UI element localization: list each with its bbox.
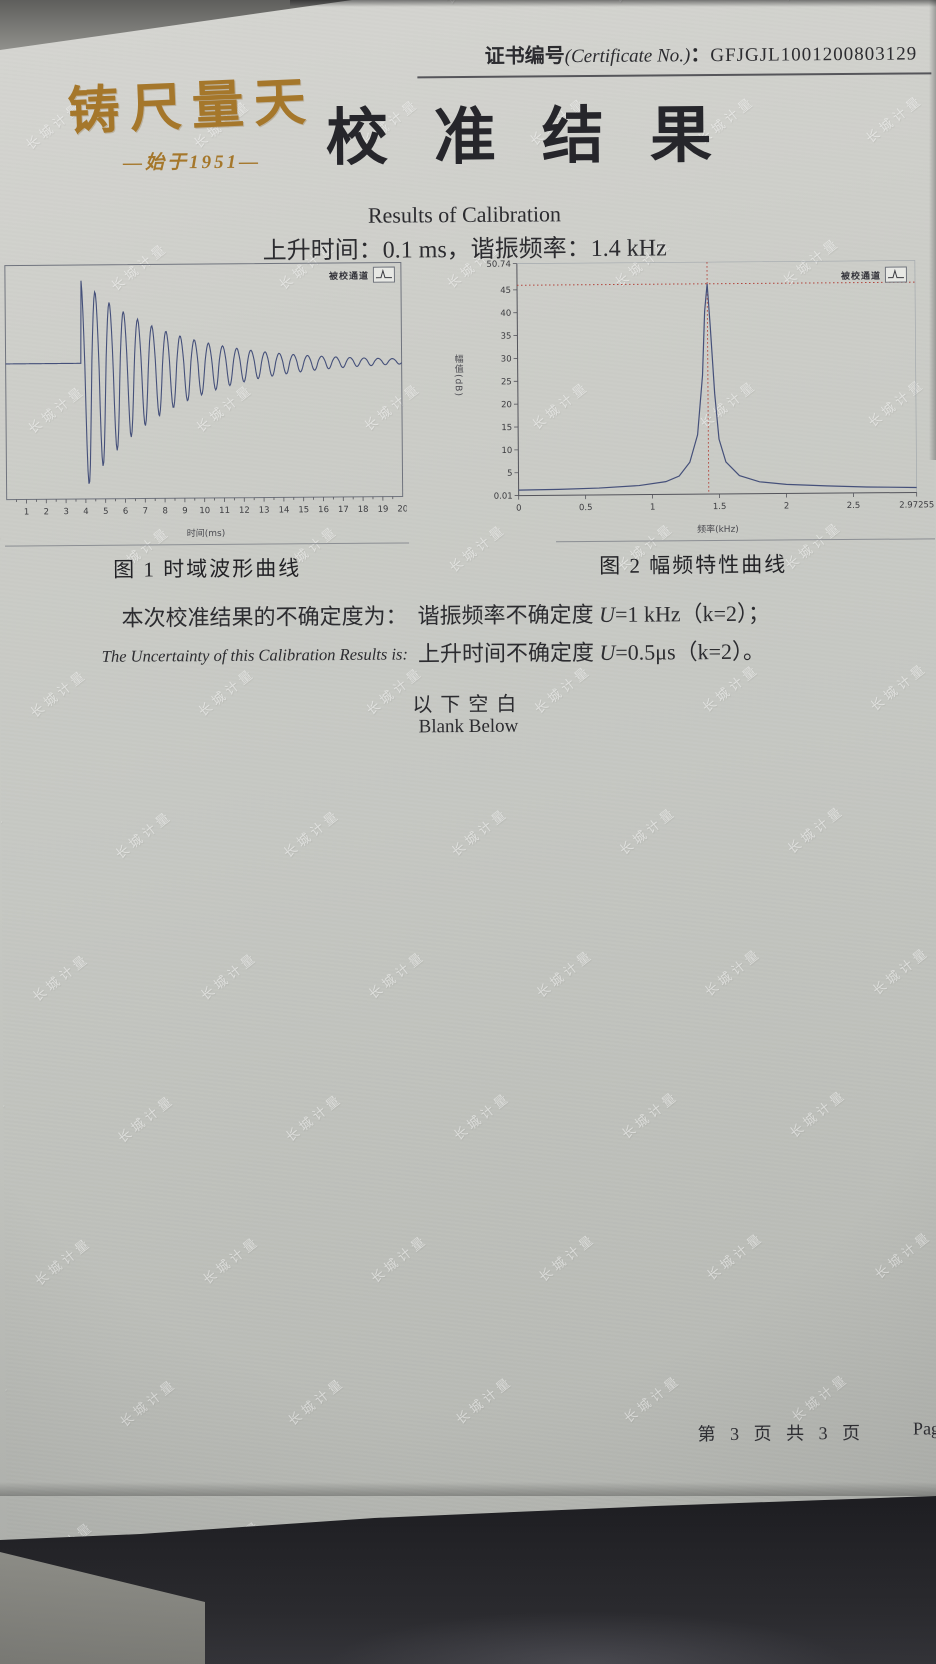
svg-text:15: 15 <box>501 423 512 433</box>
certificate-number-row: 证书编号(Certificate No.)：GFJGJL100120080312… <box>485 36 918 68</box>
figure2-channel-chip: 被校通道 <box>840 266 908 284</box>
figure2-plot: 50.74 45 40 35 30 25 20 15 10 5 0.010 0.5 1 1.5 2 2.5 2.… <box>486 260 934 514</box>
svg-text:5: 5 <box>103 507 109 517</box>
figure2-y-axis-title: 幅值(dB) <box>452 354 463 398</box>
svg-text:4: 4 <box>83 507 89 517</box>
header-rule <box>417 72 932 79</box>
channel-label: 被校通道 <box>328 271 369 282</box>
org-logo: 铸尺量天 —始于1951— <box>41 63 342 175</box>
svg-text:10: 10 <box>501 446 512 456</box>
svg-text:7: 7 <box>143 507 149 517</box>
svg-text:2.97255: 2.97255 <box>899 500 934 510</box>
photo-bottom-area <box>0 1482 936 1664</box>
svg-text:15: 15 <box>298 505 309 515</box>
svg-text:10: 10 <box>199 506 210 516</box>
logo-calligraphy: 铸尺量天 <box>66 73 317 142</box>
svg-text:2: 2 <box>44 507 50 517</box>
svg-text:9: 9 <box>182 506 188 516</box>
svg-text:19: 19 <box>378 505 389 515</box>
svg-text:0: 0 <box>516 504 522 514</box>
svg-text:20: 20 <box>501 400 512 410</box>
svg-text:1: 1 <box>650 503 656 513</box>
figure1-x-axis-title: 时间(ms) <box>186 528 226 540</box>
page-number-partial: Pag <box>912 1418 936 1439</box>
logo-since-1951: —始于1951— <box>122 151 262 174</box>
channel-label: 被校通道 <box>840 271 881 282</box>
svg-text:1: 1 <box>24 507 30 517</box>
svg-text:3: 3 <box>63 507 69 517</box>
uncertainty-line2-name: 上升时间不确定度 <box>417 639 600 667</box>
svg-text:8: 8 <box>162 506 168 516</box>
figure1-divider <box>5 542 410 547</box>
photo-top-shadow <box>290 0 936 7</box>
certificate-number: GFJGJL1001200803129 <box>710 43 918 67</box>
figure1-plot: 1 2 3 4 5 6 7 8 9 10 11 12 13 14 15 16 17 18 19 20 <box>4 262 407 517</box>
svg-text:40: 40 <box>500 309 511 319</box>
svg-text:20: 20 <box>397 504 407 514</box>
figure2-divider <box>556 538 936 543</box>
svg-text:14: 14 <box>279 505 290 515</box>
photo-right-shadow <box>929 0 936 460</box>
uncertainty-block: 本次校准结果的不确定度为： 谐振频率不确定度 U=1 kHz（k=2）； The… <box>77 595 868 677</box>
svg-text:13: 13 <box>259 506 270 516</box>
svg-text:0.5: 0.5 <box>579 503 593 513</box>
page-number: 第 3 页 共 3 页 <box>697 1422 866 1445</box>
svg-text:25: 25 <box>501 377 512 387</box>
svg-text:11: 11 <box>219 506 230 516</box>
svg-text:35: 35 <box>501 332 512 342</box>
uncertainty-line1-formula: U=1 kHz（k=2）； <box>599 600 771 627</box>
figure2-x-axis-title: 频率(kHz) <box>697 524 739 536</box>
svg-text:1.5: 1.5 <box>713 502 727 512</box>
figure1-caption: 图 1 时域波形曲线 <box>113 556 302 582</box>
svg-text:50.74: 50.74 <box>486 260 510 270</box>
svg-text:16: 16 <box>318 505 329 515</box>
cert-label-zh: 证书编号 <box>484 45 565 68</box>
waveform-icon <box>884 266 908 283</box>
svg-text:12: 12 <box>239 506 250 516</box>
svg-text:0.01: 0.01 <box>494 492 513 502</box>
svg-text:6: 6 <box>123 507 129 517</box>
svg-text:5: 5 <box>507 469 513 479</box>
uncertainty-intro-zh: 本次校准结果的不确定度为： <box>121 603 408 631</box>
svg-text:17: 17 <box>338 505 349 515</box>
cert-separator: ： <box>690 44 711 67</box>
page-title: 校准结果 <box>325 97 759 175</box>
uncertainty-line2-formula: U=0.5μs（k=2）。 <box>599 638 766 665</box>
cert-label-en: (Certificate No.) <box>564 45 691 68</box>
fabric-fold-highlight <box>300 1594 876 1664</box>
figure2-frequency-response: 被校通道 幅值(dB) 50.74 45 40 35 30 25 20 15 10 5 0.01 0 0… <box>449 254 936 581</box>
uncertainty-line1-name: 谐振频率不确定度 <box>417 601 600 629</box>
page-footer: 第 3 页 共 3 页 Pag <box>6 1418 936 1451</box>
svg-text:2: 2 <box>784 501 790 511</box>
figure2-caption: 图 2 幅频特性曲线 <box>599 552 788 578</box>
figure1-time-domain: 被校通道 1 2 3 4 5 6 7 8 9 10 11 12 13 14 15 16 17 18 19 20 时间(… <box>3 258 410 584</box>
svg-text:2.5: 2.5 <box>847 501 861 511</box>
svg-text:30: 30 <box>501 354 512 364</box>
svg-text:45: 45 <box>500 286 511 296</box>
figure1-channel-chip: 被校通道 <box>328 266 395 284</box>
svg-text:18: 18 <box>358 505 369 515</box>
waveform-icon <box>372 266 395 283</box>
uncertainty-intro-en: The Uncertainty of this Calibration Resu… <box>101 644 408 666</box>
